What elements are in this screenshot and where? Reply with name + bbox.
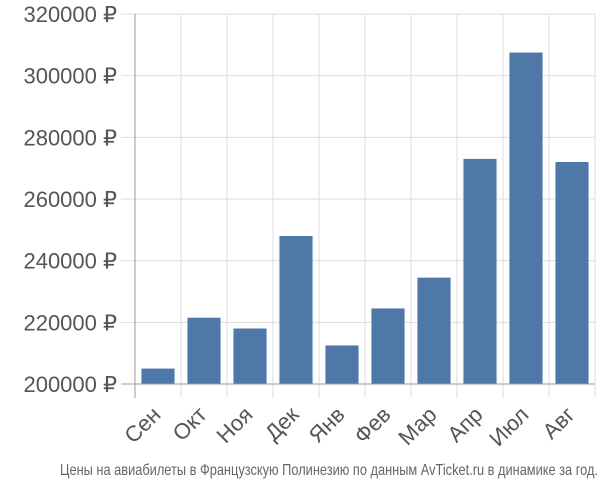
bar-3: [279, 236, 313, 384]
y-tick-label: 240000 ₽: [23, 249, 117, 274]
bar-6: [417, 277, 451, 384]
x-tick-label: Фев: [349, 402, 395, 448]
y-tick-label: 280000 ₽: [23, 125, 117, 150]
x-tick-label: Янв: [304, 402, 350, 448]
bar-0: [141, 368, 175, 384]
y-tick-label: 220000 ₽: [23, 310, 117, 335]
x-tick-label: Июл: [484, 402, 533, 451]
y-tick-label: 260000 ₽: [23, 187, 117, 212]
y-tick-label: 200000 ₽: [23, 372, 117, 397]
bar-chart: 200000 ₽ 220000 ₽ 240000 ₽ 260000 ₽ 280000 ₽…: [23, 2, 596, 452]
y-tick-labels: 200000 ₽ 220000 ₽ 240000 ₽ 260000 ₽ 280000 ₽…: [23, 2, 117, 397]
bar-9: [555, 162, 589, 384]
x-tick-label: Авг: [538, 402, 580, 444]
bar-8: [509, 52, 543, 385]
x-tick-label: Дек: [260, 402, 304, 446]
axes: [121, 14, 595, 398]
bars: [141, 52, 589, 385]
y-tick-label: 300000 ₽: [23, 64, 117, 89]
bar-2: [233, 328, 267, 384]
bar-5: [371, 308, 405, 384]
bar-1: [187, 317, 221, 384]
bar-4: [325, 345, 359, 384]
bar-7: [463, 158, 497, 384]
x-tick-label: Сен: [119, 402, 165, 448]
y-tick-label: 320000 ₽: [23, 2, 117, 27]
x-tick-label: Мар: [393, 402, 441, 450]
x-tick-label: Ноя: [212, 402, 258, 448]
x-tick-label: Окт: [168, 402, 212, 446]
grid-lines: [121, 13, 596, 398]
chart-caption: Цены на авиабилеты в Французскую Полинез…: [60, 462, 598, 479]
x-tick-label: Апр: [442, 402, 487, 447]
